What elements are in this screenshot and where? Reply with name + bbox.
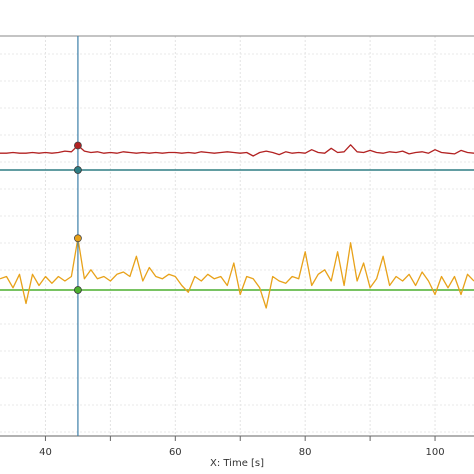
x-axis-ticks: 40 60 80 100 [39, 436, 445, 458]
x-tick-label: 100 [425, 447, 444, 458]
x-tick-label: 80 [299, 447, 312, 458]
plot-background [0, 36, 474, 436]
cursor-markers [74, 141, 82, 294]
cursor-marker-value-lower [74, 234, 82, 243]
series-line-lower [0, 237, 474, 309]
cursor-marker-reference-lower [74, 286, 82, 294]
cursor-marker-value-upper [74, 141, 82, 150]
cursor-marker-reference-upper [74, 166, 82, 174]
grid [0, 36, 474, 436]
x-axis-label: X: Time [s] [210, 458, 264, 469]
x-tick-label: 60 [169, 447, 182, 458]
x-tick-label: 40 [39, 447, 52, 458]
